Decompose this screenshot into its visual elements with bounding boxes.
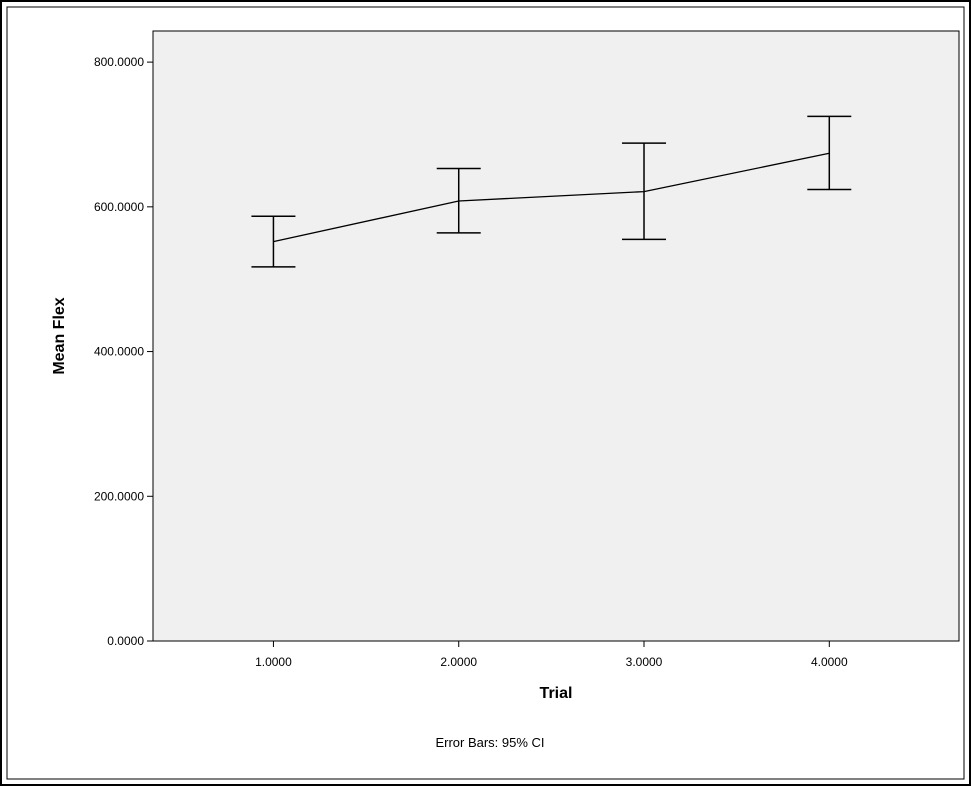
x-axis-title: Trial — [540, 685, 573, 702]
series-line-group — [273, 152, 830, 243]
plot-area — [152, 30, 960, 642]
y-tick-label: 400.0000 — [94, 345, 144, 359]
y-tick-label: 800.0000 — [94, 55, 144, 69]
y-tick-label: 600.0000 — [94, 200, 144, 214]
series-line — [273, 152, 830, 243]
x-tick-label: 1.0000 — [255, 655, 292, 669]
x-tick-label: 3.0000 — [626, 655, 663, 669]
x-tick-label: 4.0000 — [811, 655, 848, 669]
inner-frame — [6, 6, 965, 780]
y-axis: 0.0000 200.0000 400.0000 600.0000 800.0000 — [94, 55, 153, 648]
x-tick-label: 2.0000 — [440, 655, 477, 669]
error-bars-footnote: Error Bars: 95% CI — [435, 735, 544, 750]
y-tick-label: 0.0000 — [107, 634, 144, 648]
y-axis-title: Mean Flex — [51, 297, 68, 374]
y-tick-label: 200.0000 — [94, 489, 144, 503]
x-axis: 1.0000 2.0000 3.0000 4.0000 — [255, 641, 848, 669]
error-bar — [807, 115, 852, 191]
